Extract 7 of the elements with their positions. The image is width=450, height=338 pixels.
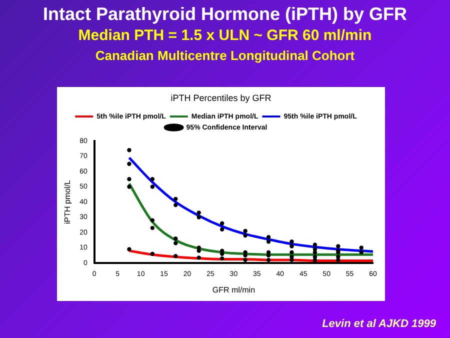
chart-subtitle: Median PTH = 1.5 x ULN ~ GFR 60 ml/min	[77, 27, 373, 44]
chart-title: Intact Parathyroid Hormone (iPTH) by GFR	[42, 4, 408, 25]
y-axis-title: iPTH pmol/L	[63, 179, 72, 224]
text: Canadian Multicentre Longitudinal Cohort	[94, 48, 356, 63]
x-axis-title: GFR ml/min	[212, 285, 256, 294]
text: Levin et al AJKD 1999	[322, 318, 436, 330]
text: iPTH Percentiles by GFR	[170, 93, 272, 103]
